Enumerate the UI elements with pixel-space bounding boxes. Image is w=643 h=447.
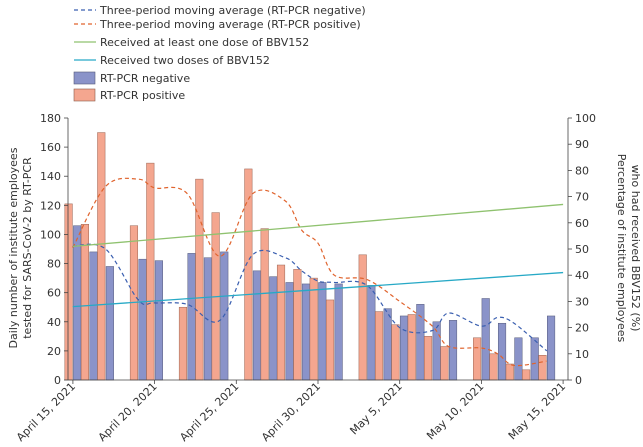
bar-rt-pcr-positive — [489, 353, 498, 381]
legend-label-rt-pcr-negative: RT-PCR negative — [100, 72, 190, 85]
bar-rt-pcr-negative — [301, 283, 311, 381]
bar-rt-pcr-positive — [260, 228, 269, 381]
bar-rt-pcr-negative — [547, 315, 556, 381]
bar-rt-pcr-positive — [424, 336, 433, 381]
y-tick-label-right: 90 — [575, 138, 589, 151]
bar-rt-pcr-negative — [105, 266, 114, 381]
legend-label-one-dose: Received at least one dose of BBV152 — [100, 36, 309, 49]
bar-rt-pcr-positive — [505, 363, 514, 381]
y-tick-label-left: 0 — [54, 374, 61, 387]
bar-rt-pcr-positive — [293, 269, 302, 381]
bar-rt-pcr-positive — [309, 277, 318, 381]
bar-rt-pcr-positive — [440, 346, 449, 381]
legend: Three-period moving average (RT-PCR nega… — [73, 4, 366, 102]
bar-rt-pcr-negative — [497, 322, 507, 381]
bar-rt-pcr-negative — [481, 298, 490, 381]
bar-rt-pcr-positive — [358, 254, 367, 381]
legend-swatch-rt-pcr-negative — [73, 71, 96, 85]
y-tick-label-right: 60 — [575, 217, 589, 230]
x-tick-label: May 10, 2021 — [424, 380, 486, 442]
bar-rt-pcr-positive — [244, 168, 253, 381]
bar-rt-pcr-positive — [97, 132, 106, 381]
y-tick-label-right: 0 — [575, 374, 582, 387]
two-doses-line — [72, 271, 564, 308]
bar-rt-pcr-positive — [276, 264, 286, 381]
bar-rt-pcr-negative — [89, 251, 98, 381]
bar-rt-pcr-negative — [73, 225, 82, 381]
bar-rt-pcr-positive — [473, 337, 482, 381]
bar-rt-pcr-positive — [538, 355, 547, 381]
bar-rt-pcr-negative — [318, 282, 327, 381]
y-tick-label-right: 20 — [575, 322, 589, 335]
bar-rt-pcr-negative — [399, 315, 409, 381]
bar-rt-pcr-negative — [448, 320, 458, 381]
bar-rt-pcr-negative — [187, 253, 196, 381]
y-tick-label-right: 70 — [575, 191, 589, 204]
bar-rt-pcr-positive — [64, 203, 73, 381]
y-tick-label-right: 80 — [575, 164, 589, 177]
y-tick-label-left: 160 — [40, 141, 61, 154]
legend-label-two-doses: Received two doses of BBV152 — [100, 54, 270, 67]
bar-rt-pcr-positive — [375, 311, 384, 381]
bars — [64, 132, 556, 381]
lines — [72, 177, 564, 367]
y-tick-label-right: 30 — [575, 295, 589, 308]
bar-rt-pcr-positive — [80, 224, 89, 381]
y-tick-label-right: 10 — [575, 348, 589, 361]
bar-rt-pcr-negative — [383, 308, 392, 381]
x-tick-label: April 25, 2021 — [177, 380, 241, 444]
bar-rt-pcr-negative — [154, 260, 163, 381]
x-tick-label: May 15, 2021 — [506, 380, 568, 442]
y-tick-label-right: 50 — [575, 243, 589, 256]
moving-average-negative-line — [72, 243, 548, 352]
bar-rt-pcr-positive — [178, 306, 188, 381]
bar-rt-pcr-positive — [391, 324, 400, 381]
legend-swatch-rt-pcr-positive — [73, 88, 96, 102]
bar-rt-pcr-negative — [367, 285, 376, 381]
y-tick-label-right: 100 — [575, 112, 596, 125]
bar-rt-pcr-positive — [325, 299, 335, 381]
y-axis-label-left-line-1: Daily number of institute employees — [7, 147, 20, 348]
y-axis-label-left-line-2: tested for SARS-CoV-2 by RT-PCR — [21, 157, 34, 339]
legend-label-moving-average-positive: Three-period moving average (RT-PCR posi… — [99, 18, 361, 31]
legend-label-moving-average-negative: Three-period moving average (RT-PCR nega… — [99, 4, 366, 17]
y-tick-label-left: 100 — [40, 228, 61, 241]
y-tick-label-left: 40 — [47, 316, 61, 329]
one-dose-line — [72, 203, 564, 248]
x-tick-label: April 30, 2021 — [259, 380, 323, 444]
bar-rt-pcr-negative — [285, 282, 294, 381]
y-axis-label-right-line-1: Percentage of institute employees — [615, 154, 628, 343]
y-tick-label-left: 80 — [47, 258, 61, 271]
bar-rt-pcr-negative — [334, 283, 343, 381]
y-tick-label-left: 120 — [40, 199, 61, 212]
y-tick-label-right: 40 — [575, 269, 589, 282]
y-tick-label-left: 180 — [40, 112, 61, 125]
bar-rt-pcr-positive — [146, 162, 155, 381]
plot-area: 0 20 40 60 80 100 120 140 160 180 0 10 20 30 40 50 60 70 8… — [14, 112, 596, 444]
bar-rt-pcr-negative — [138, 258, 147, 381]
legend-label-rt-pcr-positive: RT-PCR positive — [100, 89, 185, 102]
x-tick-label: April 15, 2021 — [14, 380, 78, 444]
bar-rt-pcr-positive — [522, 369, 531, 381]
bar-rt-pcr-negative — [252, 270, 261, 381]
y-tick-label-left: 20 — [47, 345, 61, 358]
bar-rt-pcr-negative — [514, 337, 523, 381]
y-tick-label-left: 140 — [40, 170, 61, 183]
bar-rt-pcr-negative — [530, 337, 539, 381]
x-tick-label: April 20, 2021 — [96, 380, 160, 444]
x-tick-label: May 5, 2021 — [347, 380, 404, 437]
y-axis-label-right-line-2: who had received BBV152 (%) — [629, 165, 642, 332]
y-tick-label-left: 60 — [47, 287, 61, 300]
bar-rt-pcr-positive — [407, 314, 416, 381]
bar-rt-pcr-negative — [203, 257, 212, 381]
bar-rt-pcr-positive — [195, 178, 204, 381]
